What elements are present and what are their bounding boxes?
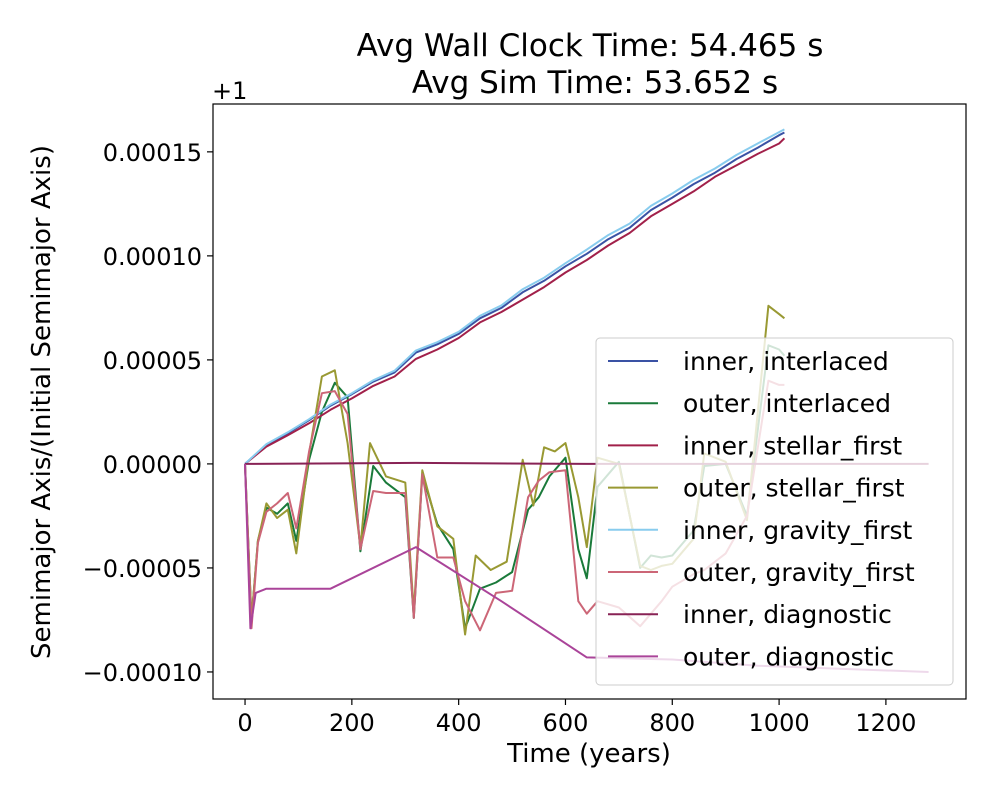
legend-label-inner-diagnostic: inner, diagnostic (683, 600, 892, 629)
y-tick-label: 0.00000 (103, 451, 202, 479)
y-axis: −0.00010 −0.00005 0.00000 0.00005 0.00010 0.0… (83, 139, 213, 687)
series-line-inner-gravity-first (244, 128, 785, 465)
y-tick-label: −0.00005 (83, 555, 202, 583)
legend-box (595, 337, 954, 686)
y-tick-label: 0.00010 (103, 243, 202, 271)
legend: inner, interlaced outer, interlaced inner,… (595, 337, 954, 686)
x-tick-label: 400 (436, 709, 482, 737)
x-tick-label: 600 (543, 709, 589, 737)
chart-title-line-1: Avg Wall Clock Time: 54.465 s (357, 28, 824, 64)
y-tick-label: 0.00015 (103, 139, 202, 167)
legend-label-outer-interlaced: outer, interlaced (683, 389, 891, 418)
chart-title-line-2: Avg Sim Time: 53.652 s (412, 65, 778, 101)
x-axis-label: Time (years) (506, 739, 671, 769)
legend-label-inner-gravity-first: inner, gravity_first (683, 516, 913, 545)
y-axis-label: Semimajor Axis/(Initial Semimajor Axis) (27, 145, 57, 659)
y-offset-label: +1 (212, 77, 247, 105)
y-tick-label: −0.00010 (83, 659, 202, 687)
legend-label-outer-gravity-first: outer, gravity_first (683, 558, 915, 587)
x-axis: 0 200 400 600 800 1000 1200 (237, 699, 916, 737)
x-tick-label: 800 (649, 709, 695, 737)
legend-label-outer-diagnostic: outer, diagnostic (683, 642, 894, 671)
y-tick-label: 0.00005 (103, 347, 202, 375)
x-tick-label: 1000 (749, 709, 810, 737)
legend-label-outer-stellar-first: outer, stellar_first (683, 474, 905, 503)
x-tick-label: 200 (329, 709, 375, 737)
legend-label-inner-stellar-first: inner, stellar_first (683, 431, 902, 460)
plot-frame (212, 103, 967, 700)
legend-label-inner-interlaced: inner, interlaced (683, 347, 889, 376)
series-line-inner-stellar-first (244, 137, 786, 465)
x-tick-label: 1200 (855, 709, 916, 737)
x-tick-label: 0 (237, 709, 252, 737)
